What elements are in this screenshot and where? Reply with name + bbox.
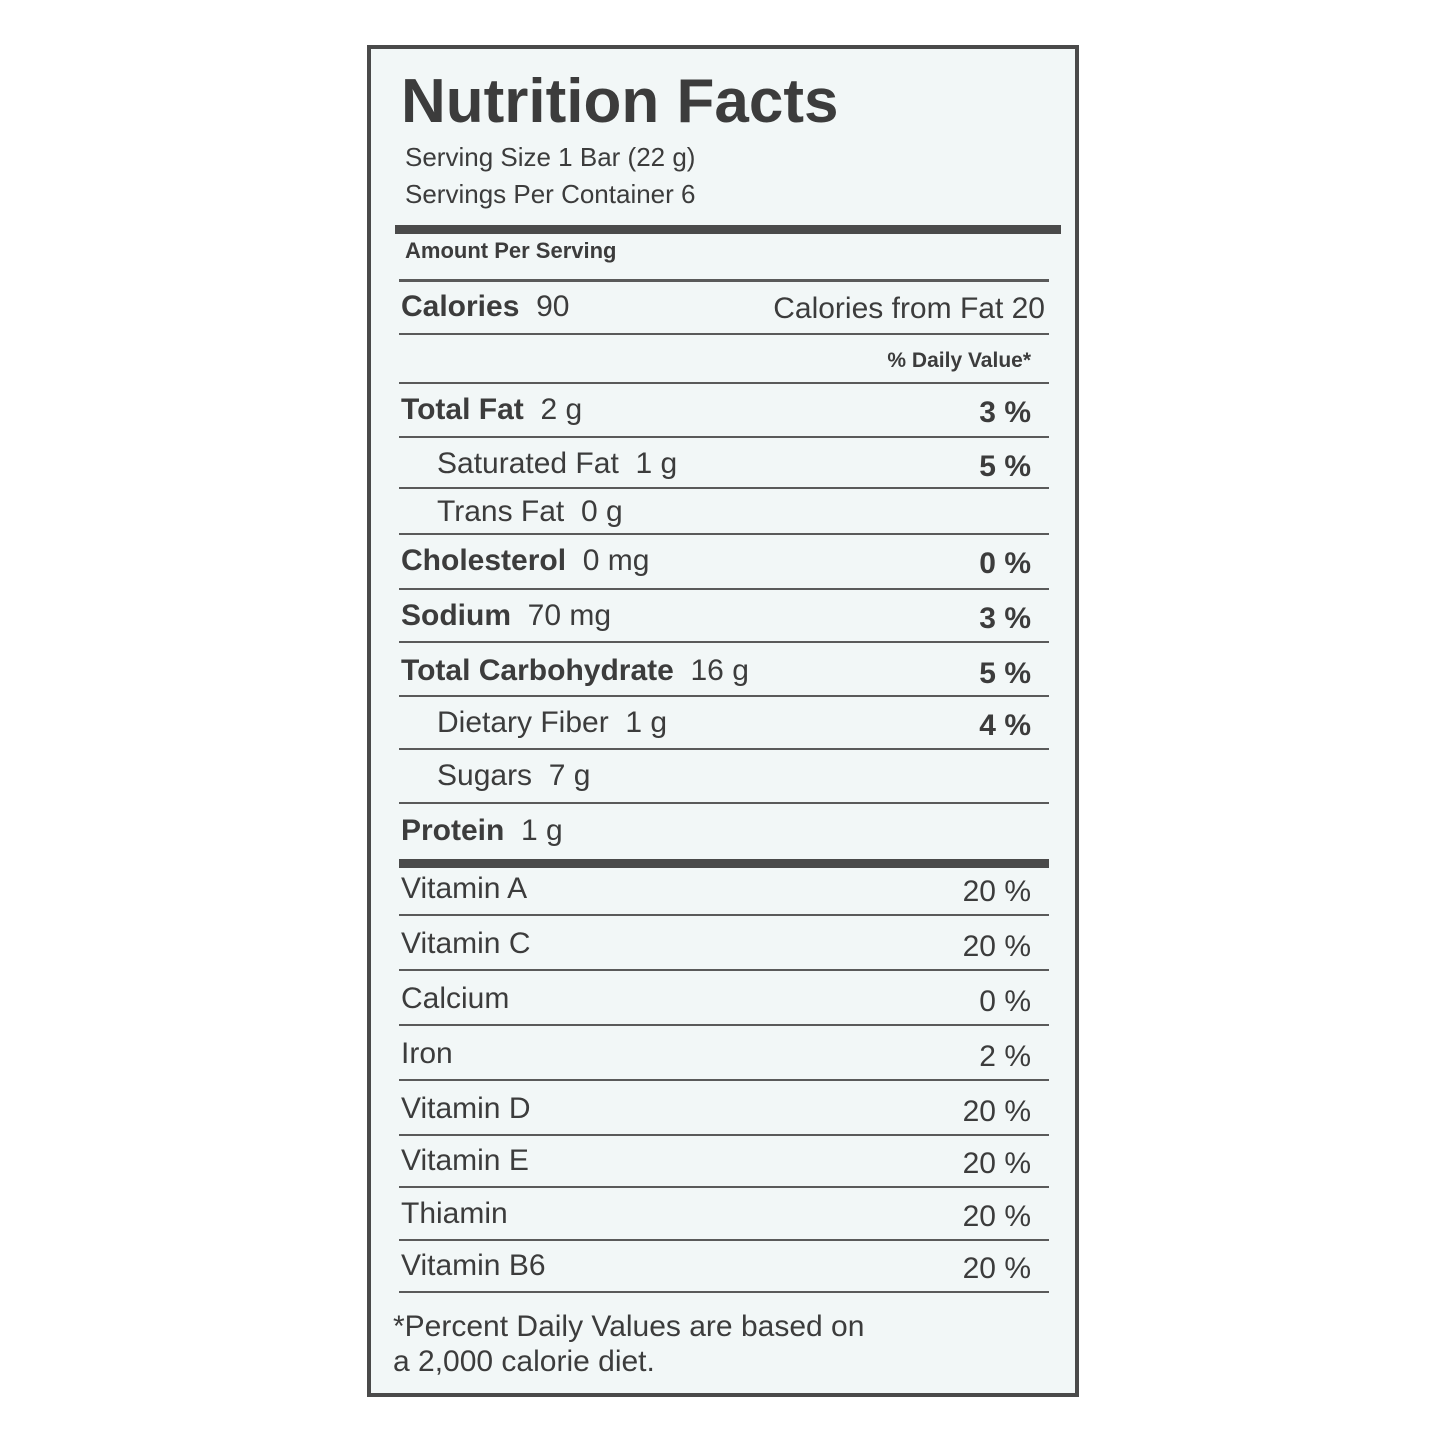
- title: Nutrition Facts: [401, 67, 839, 136]
- vitamin-dv: 20 %: [962, 1200, 1031, 1233]
- rule: [399, 533, 1049, 535]
- nutrient-name: Trans Fat: [437, 495, 565, 528]
- nutrient-dv: 0 %: [979, 547, 1031, 580]
- rule: [399, 1079, 1049, 1081]
- rule: [399, 279, 1049, 282]
- nutrient-name: Protein: [401, 814, 505, 847]
- rule: [399, 1134, 1049, 1136]
- nutrient-row: Sugars 7 g: [437, 758, 590, 794]
- calories-label: Calories: [401, 290, 520, 323]
- vitamin-dv: 0 %: [979, 985, 1031, 1018]
- nutrient-amount: 1 g: [625, 706, 668, 739]
- rule: [399, 969, 1049, 971]
- calories-value: 90: [536, 290, 570, 323]
- nutrient-name: Saturated Fat: [437, 447, 619, 480]
- nutrient-amount: 1 g: [521, 814, 563, 847]
- nutrient-dv: 3 %: [979, 396, 1031, 429]
- nutrient-dv: 3 %: [979, 602, 1031, 635]
- thick-rule: [399, 859, 1049, 868]
- daily-value-header: % Daily Value*: [887, 349, 1031, 372]
- vitamin-name: Thiamin: [401, 1197, 508, 1230]
- rule: [399, 487, 1049, 489]
- vitamin-dv: 20 %: [962, 875, 1031, 908]
- nutrient-amount: 0 mg: [582, 544, 650, 577]
- nutrient-row: Cholesterol 0 mg: [401, 543, 649, 579]
- rule: [399, 914, 1049, 916]
- rule: [399, 382, 1049, 384]
- rule: [399, 588, 1049, 590]
- nutrient-dv: 4 %: [979, 709, 1031, 742]
- calories-from-fat: Calories from Fat 20: [773, 292, 1045, 325]
- nutrient-row: Protein 1 g: [401, 813, 563, 849]
- rule: [399, 1186, 1049, 1188]
- nutrition-label: Nutrition Facts Serving Size 1 Bar (22 g…: [367, 45, 1079, 1397]
- nutrient-row: Dietary Fiber 1 g: [437, 705, 667, 741]
- nutrient-name: Total Fat: [401, 393, 524, 426]
- nutrient-row: Trans Fat 0 g: [437, 494, 623, 530]
- vitamin-dv: 20 %: [962, 930, 1031, 963]
- rule: [399, 436, 1049, 438]
- rule: [399, 748, 1049, 750]
- nutrient-amount: 16 g: [690, 654, 749, 687]
- thick-rule: [395, 225, 1061, 234]
- serving-size: Serving Size 1 Bar (22 g): [405, 142, 696, 172]
- vitamin-name: Vitamin C: [401, 927, 531, 960]
- rule: [399, 641, 1049, 643]
- amount-per-serving: Amount Per Serving: [405, 238, 617, 263]
- servings-per-container: Servings Per Container 6: [405, 179, 696, 209]
- nutrient-amount: 0 g: [580, 495, 623, 528]
- rule: [399, 695, 1049, 697]
- nutrient-amount: 2 g: [540, 393, 583, 426]
- vitamin-name: Calcium: [401, 982, 510, 1015]
- vitamin-name: Vitamin D: [401, 1092, 531, 1125]
- nutrient-row: Total Carbohydrate 16 g: [401, 653, 749, 689]
- footnote-line: *Percent Daily Values are based on: [393, 1310, 865, 1343]
- nutrient-name: Sugars: [437, 759, 533, 792]
- footnote-line: a 2,000 calorie diet.: [393, 1345, 655, 1378]
- nutrient-name: Total Carbohydrate: [401, 654, 674, 687]
- vitamin-dv: 20 %: [962, 1095, 1031, 1128]
- rule: [399, 333, 1049, 335]
- nutrient-name: Sodium: [401, 599, 511, 632]
- nutrient-amount: 70 mg: [527, 599, 612, 632]
- vitamin-name: Iron: [401, 1037, 453, 1070]
- vitamin-dv: 20 %: [962, 1252, 1031, 1285]
- nutrient-amount: 7 g: [548, 759, 591, 792]
- calories: Calories 90: [401, 289, 569, 325]
- vitamin-dv: 20 %: [962, 1147, 1031, 1180]
- vitamin-name: Vitamin B6: [401, 1249, 546, 1282]
- nutrient-dv: 5 %: [979, 450, 1031, 483]
- vitamin-name: Vitamin A: [401, 872, 528, 905]
- rule: [399, 1024, 1049, 1026]
- nutrient-name: Cholesterol: [401, 544, 567, 577]
- nutrient-dv: 5 %: [979, 657, 1031, 690]
- nutrient-row: Total Fat 2 g: [401, 392, 582, 428]
- rule: [399, 1291, 1049, 1293]
- nutrient-row: Saturated Fat 1 g: [437, 446, 677, 482]
- nutrient-amount: 1 g: [635, 447, 678, 480]
- nutrient-name: Dietary Fiber: [437, 706, 609, 739]
- nutrient-row: Sodium 70 mg: [401, 598, 611, 634]
- rule: [399, 802, 1049, 804]
- vitamin-name: Vitamin E: [401, 1144, 529, 1177]
- rule: [399, 1239, 1049, 1241]
- vitamin-dv: 2 %: [979, 1040, 1031, 1073]
